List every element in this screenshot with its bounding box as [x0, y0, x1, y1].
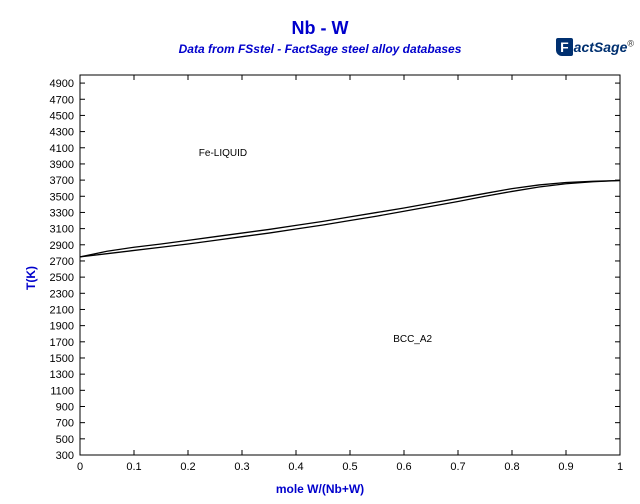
y-tick-label: 4700: [50, 94, 74, 106]
y-tick-label: 4300: [50, 127, 74, 139]
x-tick-label: 0.5: [342, 461, 357, 473]
x-tick-label: 0.6: [396, 461, 411, 473]
y-tick-label: 2300: [50, 288, 74, 300]
x-tick-label: 0: [77, 461, 83, 473]
x-tick-label: 0.1: [126, 461, 141, 473]
plot-area: [80, 75, 620, 455]
y-tick-label: 3500: [50, 191, 74, 203]
y-tick-label: 4900: [50, 78, 74, 90]
y-tick-label: 500: [56, 434, 74, 446]
x-tick-label: 0.7: [450, 461, 465, 473]
y-tick-label: 3300: [50, 207, 74, 219]
y-tick-label: 1500: [50, 353, 74, 365]
region-label: BCC_A2: [393, 334, 432, 345]
y-tick-label: 2700: [50, 256, 74, 268]
y-tick-label: 2500: [50, 272, 74, 284]
x-tick-label: 0.9: [558, 461, 573, 473]
y-tick-label: 4500: [50, 110, 74, 122]
y-tick-label: 3700: [50, 175, 74, 187]
x-tick-label: 0.2: [180, 461, 195, 473]
y-tick-label: 2100: [50, 304, 74, 316]
x-tick-label: 0.8: [504, 461, 519, 473]
y-tick-label: 1100: [50, 385, 74, 397]
y-tick-label: 900: [56, 401, 74, 413]
phase-diagram: 00.10.20.30.40.50.60.70.80.9130050070090…: [0, 0, 640, 504]
y-tick-label: 4100: [50, 143, 74, 155]
y-tick-label: 1300: [50, 369, 74, 381]
y-tick-label: 300: [56, 450, 74, 462]
y-tick-label: 1700: [50, 337, 74, 349]
x-tick-label: 0.3: [234, 461, 249, 473]
x-tick-label: 1: [617, 461, 623, 473]
y-tick-label: 2900: [50, 240, 74, 252]
y-tick-label: 3900: [50, 159, 74, 171]
y-tick-label: 3100: [50, 224, 74, 236]
y-tick-label: 1900: [50, 321, 74, 333]
region-label: Fe-LIQUID: [199, 148, 247, 159]
x-tick-label: 0.4: [288, 461, 303, 473]
y-tick-label: 700: [56, 418, 74, 430]
